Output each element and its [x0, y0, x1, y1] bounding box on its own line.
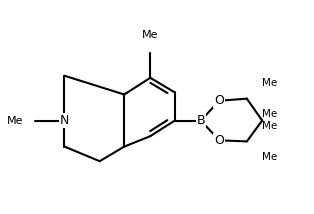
Text: O: O [214, 94, 224, 107]
Text: N: N [60, 114, 69, 127]
Text: Me: Me [262, 152, 278, 162]
Text: O: O [214, 134, 224, 147]
Text: Me: Me [262, 78, 278, 88]
Text: Me: Me [7, 116, 23, 126]
Text: B: B [197, 114, 205, 127]
Text: Me: Me [142, 30, 159, 40]
Text: Me: Me [262, 109, 278, 119]
Text: Me: Me [262, 121, 278, 131]
